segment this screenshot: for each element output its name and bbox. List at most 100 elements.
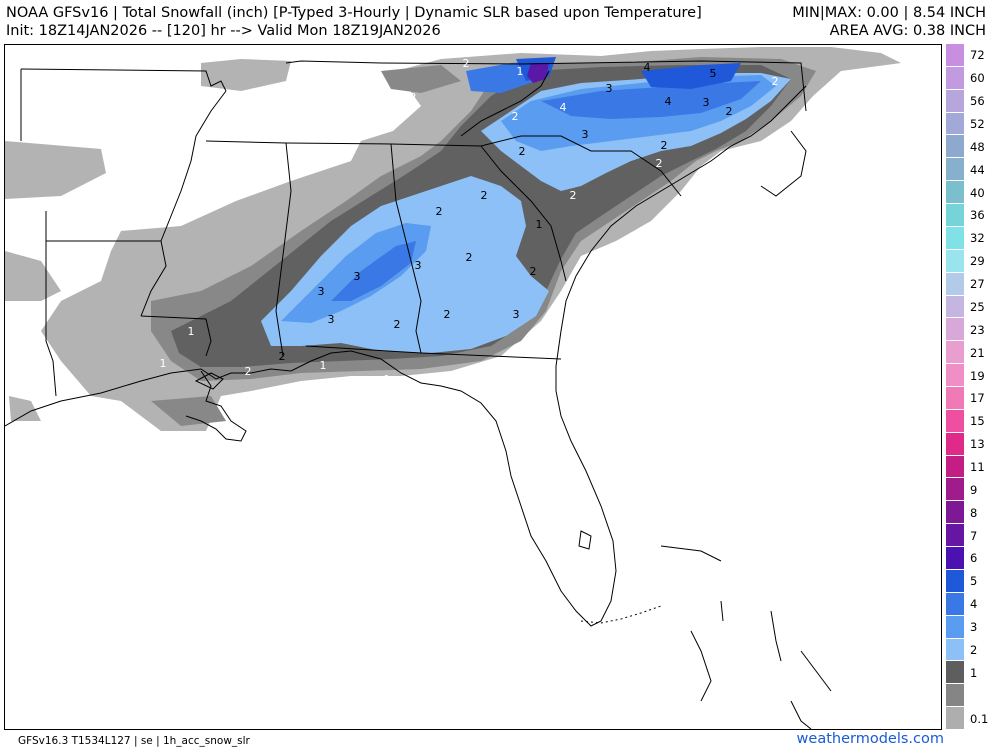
legend-swatch [946, 547, 964, 570]
legend-label: 56 [970, 94, 985, 109]
snowfall-value-label: 2 [656, 157, 663, 170]
legend-entry: 27 [946, 272, 1000, 296]
snowfall-value-label: 1 [384, 373, 391, 386]
snowfall-value-label: 3 [415, 259, 422, 272]
legend-entry: 17 [946, 387, 1000, 410]
snowfall-value-label: 3 [582, 128, 589, 141]
legend-label: 8 [970, 505, 978, 520]
legend-entry: 72 [946, 44, 1000, 67]
snowfall-value-label: 3 [354, 270, 361, 283]
snowfall-value-label: 3 [318, 285, 325, 298]
snowfall-value-label: 2 [444, 308, 451, 321]
legend-swatch [946, 364, 964, 387]
legend-label: 29 [970, 254, 985, 269]
legend-swatch [946, 295, 964, 319]
legend-swatch [946, 615, 964, 639]
snow-max-purple-area [527, 63, 549, 83]
legend-swatch [946, 455, 964, 479]
snowfall-value-label: 1 [320, 359, 327, 372]
snowfall-value-label: 2 [436, 205, 443, 218]
snowfall-value-label: 1 [160, 357, 167, 370]
legend-entry: 48 [946, 135, 1000, 159]
brand-link[interactable]: weathermodels.com [796, 731, 944, 747]
snowfall-value-label: 2 [726, 105, 733, 118]
legend-entry: 21 [946, 341, 1000, 365]
legend-label: 1 [970, 665, 978, 680]
legend-label: 11 [970, 460, 985, 475]
model-info: GFSv16.3 T1534L127 | se | 1h_acc_snow_sl… [18, 735, 250, 747]
legend-label: 48 [970, 139, 985, 154]
legend-entry: 4 [946, 592, 1000, 616]
legend-label: 2 [970, 642, 978, 657]
legend-entry: 52 [946, 112, 1000, 136]
snowfall-value-label: 4 [644, 61, 651, 74]
area-average-readout: AREA AVG: 0.38 INCH [829, 23, 986, 39]
snowfall-value-label: 4 [665, 95, 672, 108]
legend-entry: 13 [946, 432, 1000, 456]
legend-swatch [946, 569, 964, 593]
legend-swatch [946, 387, 964, 410]
legend-entry: 32 [946, 226, 1000, 250]
geography-lines [5, 60, 832, 729]
legend-swatch [946, 501, 964, 525]
legend-swatch [946, 478, 964, 502]
legend-entry: 0.1 [946, 707, 1000, 730]
legend-entry: 11 [946, 455, 1000, 479]
snowfall-value-label: 2 [410, 91, 417, 104]
legend-label: 19 [970, 368, 985, 383]
legend-label: 25 [970, 299, 985, 314]
legend-entry: 19 [946, 364, 1000, 387]
snowfall-value-label: 3 [513, 308, 520, 321]
legend-label: 3 [970, 620, 978, 635]
snowfall-value-label: 1 [188, 325, 195, 338]
legend-swatch [946, 409, 964, 433]
legend-swatch [946, 249, 964, 273]
legend-entry: 25 [946, 295, 1000, 319]
legend-label: 17 [970, 391, 985, 406]
legend-entry: 3 [946, 615, 1000, 639]
legend-label: 44 [970, 162, 985, 177]
snowfall-value-label: 2 [394, 318, 401, 331]
legend-entry: 56 [946, 89, 1000, 113]
legend-label: 13 [970, 437, 985, 452]
legend-label: 52 [970, 117, 985, 132]
snowfall-value-label: 2 [466, 251, 473, 264]
legend-entry: 8 [946, 501, 1000, 525]
legend-entry [946, 684, 1000, 708]
legend-swatch [946, 226, 964, 250]
snowfall-map: 2 1 4 5 2 3 4 4 3 2 2 2 3 2 2 2 2 2 2 1 3 3 3 2 2 2 3 2 3 1 1 2 2 1 1 [5, 47, 901, 729]
legend-label: 60 [970, 71, 985, 86]
min-max-readout: MIN|MAX: 0.00 | 8.54 INCH [792, 5, 986, 21]
snowfall-value-label: 2 [279, 350, 286, 363]
legend-entry: 60 [946, 66, 1000, 90]
legend-swatch [946, 638, 964, 662]
snowfall-value-label: 1 [517, 65, 524, 78]
legend-swatch [946, 341, 964, 365]
snowfall-value-label: 2 [512, 110, 519, 123]
legend-swatch [946, 272, 964, 296]
legend-entry: 5 [946, 569, 1000, 593]
init-valid-time: Init: 18Z14JAN2026 -- [120] hr --> Valid… [6, 23, 441, 39]
legend-swatch [946, 684, 964, 708]
contour-value-labels: 2 1 4 5 2 3 4 4 3 2 2 2 3 2 2 2 2 2 2 1 3 3 3 2 2 2 3 2 3 1 1 2 2 1 1 [160, 57, 779, 386]
legend-swatch [946, 707, 964, 730]
legend-label: 72 [970, 48, 985, 63]
legend-label: 6 [970, 551, 978, 566]
legend-swatch [946, 135, 964, 159]
legend-swatch [946, 112, 964, 136]
legend-swatch [946, 432, 964, 456]
legend-entry: 15 [946, 409, 1000, 433]
legend-swatch [946, 661, 964, 685]
legend-label: 36 [970, 208, 985, 223]
snowfall-value-label: 2 [481, 189, 488, 202]
snowfall-value-label: 2 [463, 57, 470, 70]
legend-swatch [946, 592, 964, 616]
legend-swatch [946, 66, 964, 90]
legend-label: 15 [970, 414, 985, 429]
snowfall-value-label: 3 [606, 82, 613, 95]
snowfall-value-label: 3 [328, 313, 335, 326]
legend-swatch [946, 44, 964, 67]
legend-entry: 9 [946, 478, 1000, 502]
snowfall-value-label: 5 [710, 67, 717, 80]
color-legend: 72 60 56 52 48 44 40 36 32 29 27 25 23 21 19 17 15 13 11 9 8… [946, 44, 1000, 730]
